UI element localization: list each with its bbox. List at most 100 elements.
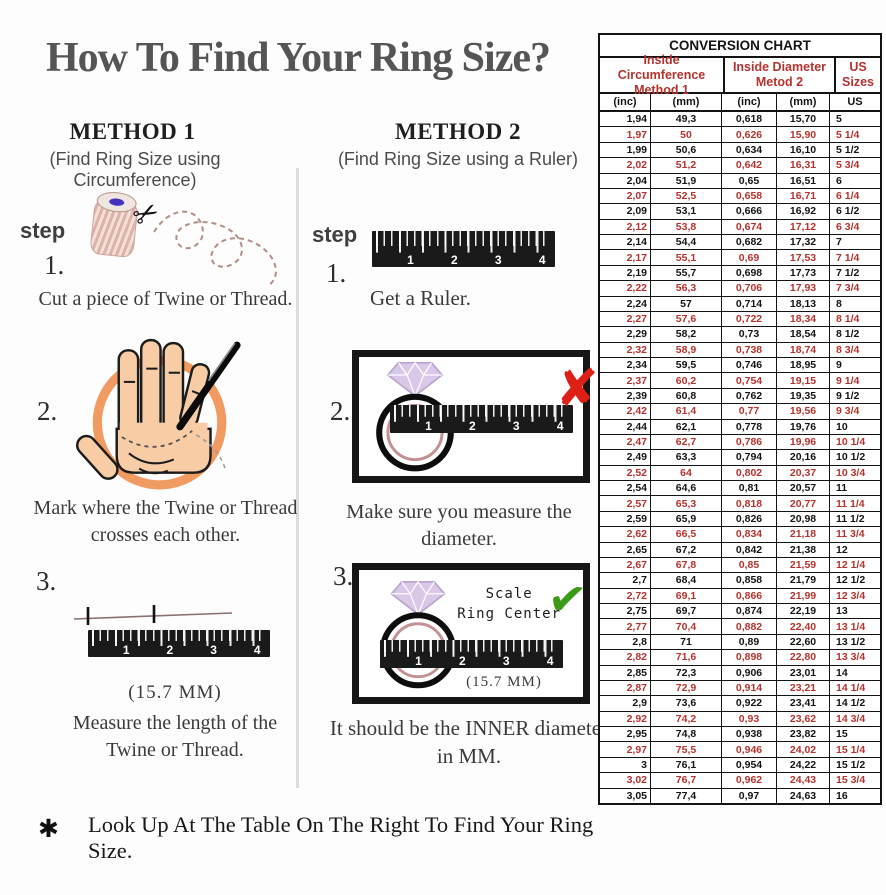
table-cell: 16,71 [777,188,830,204]
table-cell: 20,77 [777,496,830,511]
table-cell: 16,92 [777,204,830,219]
table-cell: 21,59 [777,557,830,573]
ring-icon [379,580,457,689]
table-cell: 64 [651,465,722,480]
table-row: 2,97 75,5 0,946 24,02 15 1/4 [600,742,880,758]
table-cell: 11 1/4 [836,497,865,510]
table-cell: 2,75 [600,604,651,619]
table-cell: 0,762 [722,388,777,404]
table-cell: 21,99 [777,588,830,603]
table-cell: 53,1 [651,204,722,219]
method2-subheading: (Find Ring Size using a Ruler) [337,149,579,169]
column-divider [296,168,299,788]
red-x-icon: ✘ [555,359,599,419]
ruler-number: 1 [122,643,130,657]
table-row: 2,49 63,3 0,794 20,16 10 1/2 [600,450,880,466]
table-cell: 20,98 [777,511,830,527]
table-cell: 0,65 [722,173,777,188]
table-cell: 18,54 [777,327,830,342]
table-cell: 16 [836,789,848,802]
table-row: 3,02 76,7 0,962 24,43 15 3/4 [600,773,880,789]
table-row: 2,85 72,3 0,906 23,01 14 [600,665,880,681]
table-cell: 11 3/4 [836,528,865,541]
ruler-number: 4 [538,253,546,267]
table-cell: 3,02 [600,773,651,788]
ruler-number: 3 [210,643,217,657]
table-cell: 5 3/4 [836,159,860,172]
table-cell: 15,70 [777,112,830,127]
table-row: 2,72 69,1 0,866 21,99 12 3/4 [600,588,880,604]
table-cell: 12 3/4 [836,589,866,602]
table-cell: 9 3/4 [836,405,860,418]
table-cell: 0,666 [722,204,777,219]
table-row: 2,44 62,1 0,778 19,76 10 [600,419,880,435]
table-cell: 23,82 [777,727,830,742]
table-row: 2,14 54,4 0,682 17,32 7 [600,235,880,251]
table-cell: 19,96 [777,434,830,450]
table-cell: 0,962 [722,773,777,788]
table-cell: 0,786 [722,434,777,450]
table-cell: 13 1/4 [836,620,866,633]
table-cell: 50 [651,127,722,142]
table-cell: 2,72 [600,588,651,603]
table-cell: 18,95 [777,358,830,373]
ruler-number: 3 [512,419,520,433]
table-cell: 8 1/2 [836,328,860,341]
table-cell: 3,05 [600,788,651,803]
table-cell: 70,4 [651,619,722,634]
table-cell: 2,54 [600,481,651,496]
table-row: 3 76,1 0,954 24,22 15 1/2 [600,757,880,774]
table-cell: 13 [836,605,848,618]
table-cell: 57 [651,296,722,311]
table-cell: 17,53 [777,250,830,265]
table-row: 2,7 68,4 0,858 21,79 12 1/2 [600,573,880,589]
table-cell: 58,9 [651,342,722,357]
method2-heading: METHOD 2 [394,119,522,144]
ruler-number: 2 [166,643,174,657]
table-cell: 2,87 [600,680,651,696]
table-cell: 52,5 [651,188,722,204]
table-cell: 11 1/2 [836,512,865,525]
table-row: 2,09 53,1 0,666 16,92 6 1/2 [600,204,880,220]
table-cell: 0,89 [722,634,777,650]
method2-step1-caption: Get a Ruler. [370,286,471,310]
table-cell: 0,642 [722,158,777,173]
thread-curl-icon [153,210,277,287]
table-cell: 17,73 [777,265,830,281]
table-cell: 2,42 [600,404,651,419]
table-cell: 6 3/4 [836,220,860,233]
ruler-number: 3 [494,253,502,267]
table-cell: 0,73 [722,327,777,342]
table-row: 2,39 60,8 0,762 19,35 9 1/2 [600,388,880,405]
table-cell: 2,27 [600,311,651,327]
green-check-icon: ✔ [545,570,590,628]
table-row: 2,27 57,6 0,722 18,34 8 1/4 [600,311,880,328]
table-cell: 2,37 [600,373,651,388]
table-cell: 2,17 [600,250,651,265]
table-cell: 0,674 [722,219,777,234]
table-cell: 15,90 [777,127,830,142]
table-cell: 0,946 [722,742,777,757]
table-cell: 77,4 [651,788,722,803]
method1-heading: METHOD 1 [69,119,196,144]
table-cell: 0,866 [722,588,777,603]
table-cell: 0,914 [722,680,777,696]
method1-subheading: (Find Ring Size using Circumference) [49,149,221,190]
table-row: 2,22 56,3 0,706 17,93 7 3/4 [600,281,880,297]
table-cell: 14 3/4 [836,712,866,725]
table-row: 2,02 51,2 0,642 16,31 5 3/4 [600,158,880,174]
table-row: 2,62 66,5 0,834 21,18 11 3/4 [600,527,880,543]
table-cell: 74,8 [651,727,722,742]
table-cell: 22,40 [777,619,830,634]
table-cell: 65,9 [651,511,722,527]
table-cell: 9 1/2 [836,389,860,402]
table-cell: 0,874 [722,604,777,619]
method1-step2-number: 2. [37,396,58,426]
table-cell: 62,7 [651,434,722,450]
table-cell: 0,77 [722,404,777,419]
table-cell: 0,906 [722,665,777,680]
header-us-sizes: US Sizes [842,60,874,89]
table-cell: 0,698 [722,265,777,281]
table-cell: 15 1/4 [836,743,866,756]
table-cell: 50,6 [651,142,722,158]
